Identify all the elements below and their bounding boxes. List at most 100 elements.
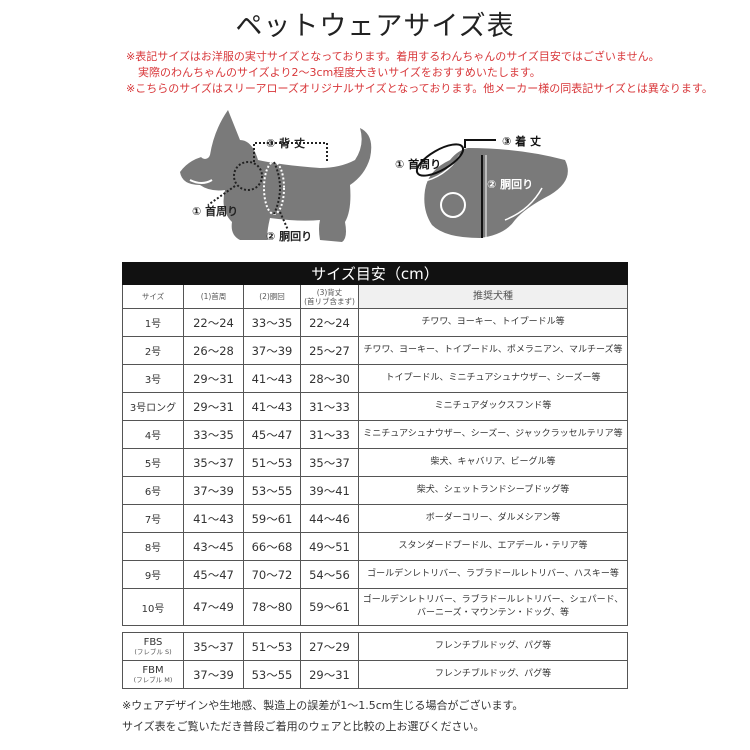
back-cell: 44～46: [300, 504, 359, 533]
size-cell: FBS (フレブル S): [122, 632, 184, 661]
size-label: 1号: [144, 319, 162, 330]
table-row: 8号 43～45 66～68 49～51 スタンダードプードル、エアデール・テリア等: [122, 532, 628, 561]
chest-cell: 51～53: [243, 632, 301, 661]
breeds-cell: スタンダードプードル、エアデール・テリア等: [358, 532, 628, 561]
chest-cell: 37～39: [243, 336, 301, 365]
col-header-size: サイズ: [122, 284, 184, 309]
breeds-cell: チワワ、ヨーキー、トイプードル等: [358, 308, 628, 337]
table-row: 3号ロング 29～31 41～43 31～33 ミニチュアダックスフンド等: [122, 392, 628, 421]
dog-back-length-label: ③ 背 丈: [266, 136, 305, 150]
breed-line: 柴犬、シェットランドシープドッグ等: [416, 485, 570, 495]
size-cell: 4号: [122, 420, 184, 449]
chest-cell: 45～47: [243, 420, 301, 449]
french-bulldog-size-table: FBS (フレブル S) 35～37 51～53 27～29 フレンチブルドッグ、パグ等 F…: [122, 632, 628, 689]
dog-neck-label: ① 首周り: [192, 204, 238, 218]
col-header-back-label: (3)背丈: [316, 287, 343, 297]
breeds-cell: ボーダーコリー、ダルメシアン等: [358, 504, 628, 533]
col-header-breeds: 推奨犬種: [358, 284, 628, 309]
table-row: 3号 29～31 41～43 28～30 トイプードル、ミニチュアシュナウザー、シーズー…: [122, 364, 628, 393]
note-line: 実際のわんちゃんのサイズより2～3cm程度大きいサイズをおすすめいたします。: [138, 66, 541, 79]
neck-cell: 33～35: [183, 420, 244, 449]
breed-line: 柴犬、キャバリア、ビーグル等: [430, 457, 556, 467]
footer-note: ※ウェアデザインや生地感、製造上の誤差が1～1.5cm生じる場合がございます。: [122, 699, 524, 712]
back-cell: 28～30: [300, 364, 359, 393]
chest-cell: 41～43: [243, 392, 301, 421]
size-cell: FBM (フレブル M): [122, 660, 184, 689]
breed-line: ゴールデンレトリバー、ラブラドールレトリバー、シェパード、: [362, 595, 624, 605]
size-label: FBM: [142, 665, 164, 676]
neck-cell: 26～28: [183, 336, 244, 365]
breeds-cell: フレンチブルドッグ、パグ等: [358, 660, 628, 689]
table-row: FBS (フレブル S) 35～37 51～53 27～29 フレンチブルドッグ、パグ等: [122, 632, 628, 661]
size-label: 6号: [144, 487, 162, 498]
breed-line: ボーダーコリー、ダルメシアン等: [425, 513, 561, 523]
breed-line: フレンチブルドッグ、パグ等: [434, 641, 552, 651]
size-label: 9号: [144, 571, 162, 582]
size-cell: 2号: [122, 336, 184, 365]
footer-note: サイズ表をご覧いただき普段ご着用のウェアと比較の上お選びください。: [122, 720, 485, 733]
chest-cell: 59～61: [243, 504, 301, 533]
size-label: 4号: [144, 431, 162, 442]
table-row: 1号 22～24 33～35 22～24 チワワ、ヨーキー、トイプードル等: [122, 308, 628, 337]
table-row: 4号 33～35 45～47 31～33 ミニチュアシュナウザー、シーズー、ジャックラッ…: [122, 420, 628, 449]
neck-cell: 47～49: [183, 588, 244, 626]
size-sub-label: (フレブル S): [134, 648, 172, 656]
table-row: FBM (フレブル M) 37～39 53～55 29～31 フレンチブルドッグ、パグ等: [122, 660, 628, 689]
breeds-cell: トイプードル、ミニチュアシュナウザー、シーズー等: [358, 364, 628, 393]
neck-cell: 43～45: [183, 532, 244, 561]
back-cell: 25～27: [300, 336, 359, 365]
size-label: FBS: [143, 637, 163, 648]
neck-cell: 22～24: [183, 308, 244, 337]
neck-cell: 37～39: [183, 660, 244, 689]
size-label: 7号: [144, 515, 162, 526]
breed-line: バーニーズ・マウンテン・ドッグ、等: [417, 608, 569, 618]
back-cell: 35～37: [300, 448, 359, 477]
breed-line: チワワ、ヨーキー、トイプードル等: [421, 317, 565, 327]
breed-line: スタンダードプードル、エアデール・テリア等: [398, 541, 588, 551]
wear-icon: [419, 148, 568, 238]
breeds-cell: ゴールデンレトリバー、ラブラドールレトリバー、ハスキー等: [358, 560, 628, 589]
size-label: 3号: [144, 375, 162, 386]
size-cell: 10号: [122, 588, 184, 626]
back-cell: 39～41: [300, 476, 359, 505]
size-cell: 3号ロング: [122, 392, 184, 421]
table-row: 10号 47～49 78～80 59～61 ゴールデンレトリバー、ラブラドールレトリバー…: [122, 588, 628, 626]
back-cell: 54～56: [300, 560, 359, 589]
table-row: 7号 41～43 59～61 44～46 ボーダーコリー、ダルメシアン等: [122, 504, 628, 533]
breeds-cell: チワワ、ヨーキー、トイプードル、ポメラニアン、マルチーズ等: [358, 336, 628, 365]
wear-length-label: ③ 着 丈: [502, 134, 541, 148]
col-header-back: (3)背丈 (首リブ含まず): [300, 284, 359, 309]
page-title: ペットウェアサイズ表: [235, 11, 515, 42]
chest-cell: 78～80: [243, 588, 301, 626]
size-label: 2号: [144, 347, 162, 358]
back-cell: 31～33: [300, 392, 359, 421]
note-line: ※表記サイズはお洋服の実寸サイズとなっております。着用するわんちゃんのサイズ目安…: [126, 50, 660, 63]
wear-neck-label: ① 首周り: [395, 157, 441, 171]
table-row: 2号 26～28 37～39 25～27 チワワ、ヨーキー、トイプードル、ポメラニアン、…: [122, 336, 628, 365]
breed-line: トイプードル、ミニチュアシュナウザー、シーズー等: [385, 373, 601, 383]
col-header-chest: (2)胴回: [243, 284, 301, 309]
size-label: 8号: [144, 543, 162, 554]
table-row: 6号 37～39 53～55 39～41 柴犬、シェットランドシープドッグ等: [122, 476, 628, 505]
chest-cell: 41～43: [243, 364, 301, 393]
notes: ※表記サイズはお洋服の実寸サイズとなっております。着用するわんちゃんのサイズ目安…: [126, 49, 713, 97]
back-cell: 27～29: [300, 632, 359, 661]
table-row: 5号 35～37 51～53 35～37 柴犬、キャバリア、ビーグル等: [122, 448, 628, 477]
breed-line: ミニチュアダックスフンド等: [434, 401, 552, 411]
size-sub-label: (フレブル M): [133, 676, 173, 684]
back-cell: 22～24: [300, 308, 359, 337]
breed-line: フレンチブルドッグ、パグ等: [434, 669, 552, 679]
measurement-illustration: ③ 背 丈 ① 首周り ② 胴回り ③ 着 丈 ① 首周り ② 胴回り: [180, 110, 568, 243]
size-label: 5号: [144, 459, 162, 470]
chest-cell: 33～35: [243, 308, 301, 337]
note-line: ※こちらのサイズはスリーアローズオリジナルサイズとなっております。他メーカー様の…: [126, 82, 713, 95]
size-cell: 5号: [122, 448, 184, 477]
back-cell: 59～61: [300, 588, 359, 626]
breeds-cell: 柴犬、シェットランドシープドッグ等: [358, 476, 628, 505]
breed-line: チワワ、ヨーキー、トイプードル、ポメラニアン、マルチーズ等: [363, 345, 623, 355]
breeds-cell: 柴犬、キャバリア、ビーグル等: [358, 448, 628, 477]
neck-cell: 37～39: [183, 476, 244, 505]
size-cell: 8号: [122, 532, 184, 561]
size-cell: 3号: [122, 364, 184, 393]
back-cell: 29～31: [300, 660, 359, 689]
